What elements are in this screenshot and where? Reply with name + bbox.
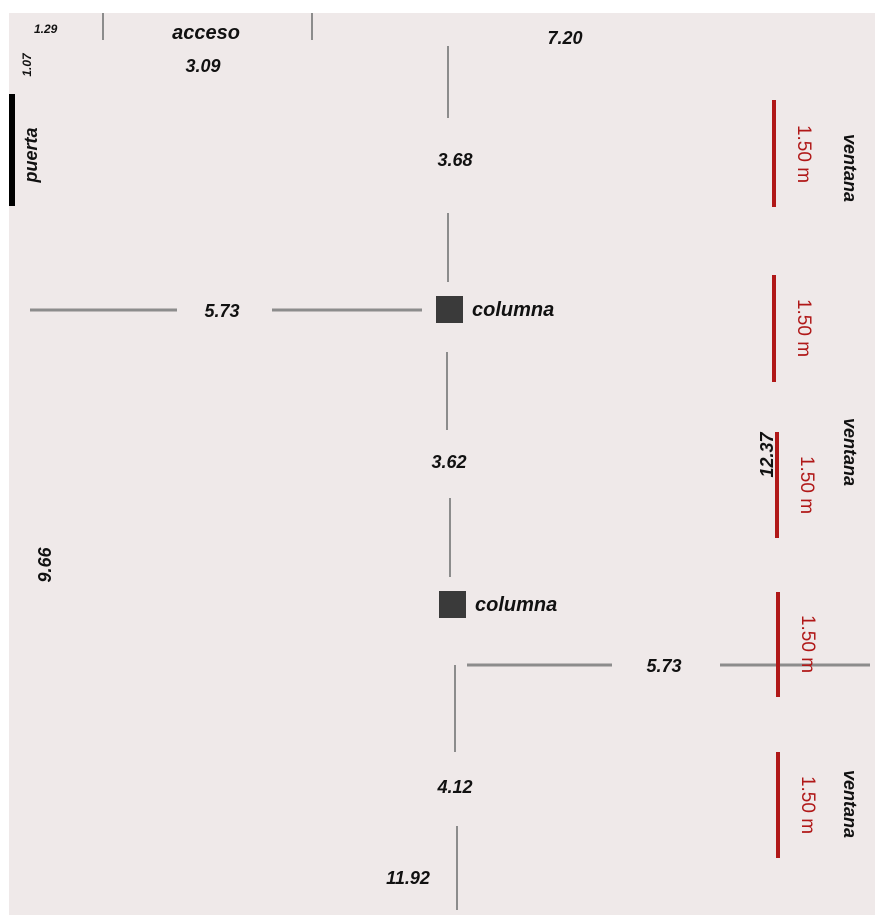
window-width-1: 1.50 m — [793, 125, 814, 183]
acceso-label: acceso — [172, 22, 240, 44]
dim-9-66: 9.66 — [35, 547, 55, 583]
dim-5-73-right: 5.73 — [646, 656, 681, 676]
window-width-2: 1.50 m — [793, 299, 814, 357]
ventana-label-3: ventana — [840, 770, 860, 838]
ventana-label-1: ventana — [840, 134, 860, 202]
ventana-label-2: ventana — [840, 418, 860, 486]
columna-label-1: columna — [472, 299, 554, 321]
dim-3-68: 3.68 — [437, 150, 472, 170]
dim-12-37: 12.37 — [757, 431, 777, 477]
dim-7-20: 7.20 — [547, 28, 582, 48]
dim-3-09: 3.09 — [185, 56, 220, 76]
dim-1-29: 1.29 — [34, 22, 58, 36]
dim-1-07: 1.07 — [20, 52, 34, 77]
puerta-label: puerta — [21, 127, 41, 183]
plan-background — [9, 13, 875, 915]
column-1 — [436, 296, 463, 323]
column-2 — [439, 591, 466, 618]
window-width-5: 1.50 m — [797, 776, 818, 834]
dim-3-62: 3.62 — [431, 452, 466, 472]
dim-11-92: 11.92 — [386, 868, 430, 888]
dim-5-73-left: 5.73 — [204, 301, 239, 321]
window-width-3: 1.50 m — [796, 456, 817, 514]
window-width-4: 1.50 m — [797, 615, 818, 673]
dim-4-12: 4.12 — [436, 777, 472, 797]
columna-label-2: columna — [475, 594, 557, 616]
